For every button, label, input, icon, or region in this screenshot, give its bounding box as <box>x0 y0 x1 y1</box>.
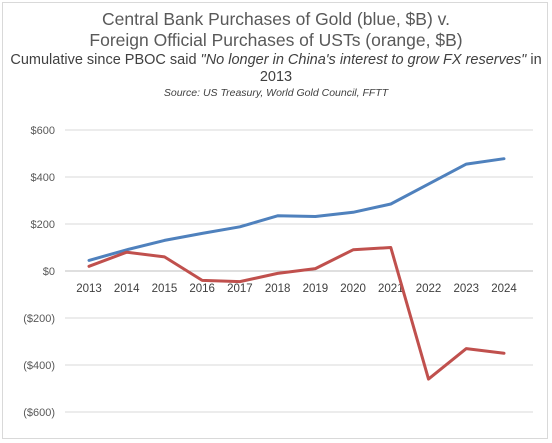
subtitle-quote: "No longer in China's interest to grow F… <box>200 52 527 68</box>
chart-title-line2: Foreign Official Purchases of USTs (oran… <box>89 30 463 50</box>
x-tick-label: 2014 <box>114 283 140 295</box>
y-tick-label: $400 <box>31 172 55 184</box>
subtitle-prefix: Cumulative since PBOC said <box>10 52 201 68</box>
y-tick-label: $600 <box>31 125 55 137</box>
x-tick-label: 2015 <box>152 283 178 295</box>
y-tick-label: $0 <box>43 266 55 278</box>
x-tick-label: 2018 <box>265 283 291 295</box>
chart-frame: Central Bank Purchases of Gold (blue, $B… <box>2 2 548 439</box>
x-tick-label: 2024 <box>491 283 517 295</box>
x-tick-label: 2020 <box>340 283 366 295</box>
plot-area: $600 $400 $200 $0 ($200) ($400) ($600) 2013 2014… <box>23 125 533 419</box>
x-tick-label: 2022 <box>416 283 442 295</box>
y-tick-label: ($600) <box>23 407 55 419</box>
y-tick-label: ($200) <box>23 313 55 325</box>
x-tick-label: 2017 <box>227 283 253 295</box>
y-tick-label: $200 <box>31 219 55 231</box>
x-tick-label: 2019 <box>303 283 329 295</box>
chart-titles: Central Bank Purchases of Gold (blue, $B… <box>3 9 549 100</box>
subtitle-suffix: in 2013 <box>259 52 542 85</box>
series-line-0 <box>87 157 506 262</box>
x-tick-label: 2021 <box>378 283 404 295</box>
chart-subtitle: Cumulative since PBOC said "No longer in… <box>3 52 549 86</box>
chart-source: Source: US Treasury, World Gold Council,… <box>163 87 389 99</box>
x-tick-label: 2023 <box>453 283 479 295</box>
y-tick-label: ($400) <box>23 360 55 372</box>
series-line-1 <box>87 246 506 381</box>
x-tick-label: 2013 <box>76 283 102 295</box>
x-tick-label: 2016 <box>189 283 215 295</box>
chart-title-line1: Central Bank Purchases of Gold (blue, $B… <box>102 9 450 29</box>
